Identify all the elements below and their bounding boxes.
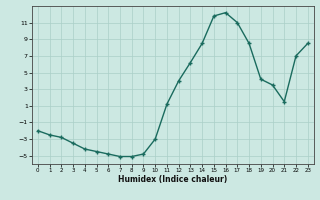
X-axis label: Humidex (Indice chaleur): Humidex (Indice chaleur) [118,175,228,184]
